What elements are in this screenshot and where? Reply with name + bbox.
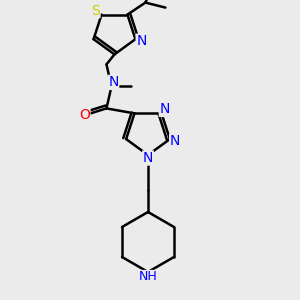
Text: O: O: [79, 108, 90, 122]
Text: NH: NH: [139, 271, 158, 284]
Text: N: N: [159, 102, 170, 116]
Text: N: N: [170, 134, 180, 148]
Text: S: S: [91, 4, 100, 18]
Text: N: N: [108, 75, 119, 89]
Text: N: N: [143, 151, 153, 165]
Text: N: N: [136, 34, 147, 48]
